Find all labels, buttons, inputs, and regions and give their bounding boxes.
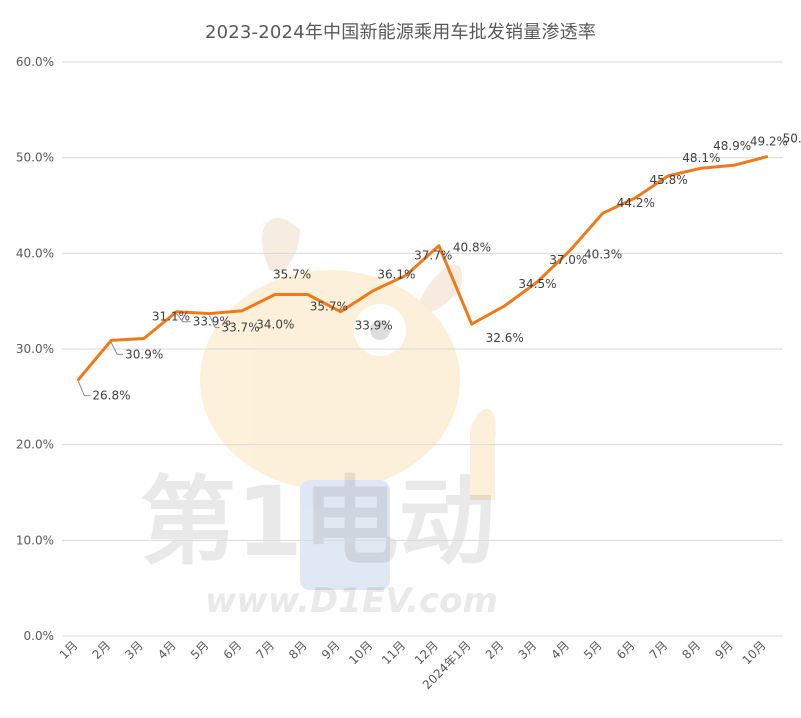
data-label: 34.0% — [256, 318, 294, 332]
x-tick-label: 7月 — [647, 638, 671, 662]
x-tick-label: 5月 — [188, 638, 212, 662]
data-label: 32.6% — [486, 331, 524, 345]
series-line-layer — [76, 155, 769, 382]
y-tick-label: 0.0% — [24, 629, 55, 643]
data-label-leader — [209, 315, 220, 329]
data-label: 45.8% — [650, 173, 688, 187]
x-tick-label: 7月 — [253, 638, 277, 662]
y-tick-label: 10.0% — [16, 533, 54, 547]
x-tick-label: 6月 — [614, 638, 638, 662]
x-tick-label: 9月 — [712, 638, 736, 662]
data-label: 35.7% — [273, 267, 311, 281]
data-label-leader — [176, 313, 191, 323]
series-line — [76, 155, 769, 382]
y-tick-label: 40.0% — [16, 246, 54, 260]
x-tick-label: 2月 — [483, 638, 507, 662]
data-label: 31.1% — [152, 309, 190, 323]
data-label: 50.1% — [783, 132, 801, 146]
data-label: 48.9% — [713, 139, 751, 153]
data-label: 36.1% — [377, 268, 415, 282]
data-label: 35.7% — [310, 299, 348, 313]
data-label-leader — [110, 342, 124, 355]
data-label: 26.8% — [92, 389, 130, 403]
data-label: 48.1% — [682, 151, 720, 165]
data-label: 33.7% — [221, 321, 259, 335]
x-tick-label: 5月 — [581, 638, 605, 662]
y-axis-ticks: 0.0% 10.0% 20.0% 30.0% 40.0% 50.0% 60.0% — [16, 55, 54, 643]
data-label: 49.2% — [750, 134, 788, 148]
x-tick-label: 10月 — [740, 638, 769, 667]
grid-lines — [62, 61, 783, 637]
x-tick-label: 9月 — [319, 638, 343, 662]
y-tick-label: 60.0% — [16, 55, 54, 69]
data-label: 30.9% — [125, 347, 163, 361]
data-label: 40.3% — [584, 247, 622, 261]
x-tick-label: 1月 — [57, 638, 81, 662]
data-label: 33.9% — [355, 319, 393, 333]
data-labels: 26.8%30.9%31.1% 33.9%33.7%34.0%35.7%35.7%… — [77, 132, 801, 403]
y-tick-label: 30.0% — [16, 342, 54, 356]
x-tick-label: 4月 — [155, 638, 179, 662]
x-tick-label: 12月 — [412, 638, 441, 667]
data-label: 40.8% — [453, 241, 491, 255]
x-tick-label: 6月 — [221, 638, 245, 662]
chart-title: 2023-2024年中国新能源乘用车批发销量渗透率 — [204, 22, 597, 43]
x-tick-label: 3月 — [516, 638, 540, 662]
x-tick-label: 11月 — [379, 638, 408, 667]
x-tick-label: 8月 — [286, 638, 310, 662]
data-label: 33.9% — [193, 315, 231, 329]
x-tick-label: 3月 — [122, 638, 146, 662]
x-tick-label: 10月 — [346, 638, 375, 667]
data-label-leader — [77, 381, 91, 397]
data-label: 37.7% — [414, 248, 452, 262]
data-label: 34.5% — [518, 277, 556, 291]
x-tick-label: 8月 — [679, 638, 703, 662]
y-tick-label: 50.0% — [16, 151, 54, 165]
data-label: 37.0% — [549, 253, 587, 267]
x-tick-label: 4月 — [548, 638, 572, 662]
y-tick-label: 20.0% — [16, 438, 54, 452]
x-tick-label: 2月 — [89, 638, 113, 662]
data-label: 44.2% — [617, 196, 655, 210]
